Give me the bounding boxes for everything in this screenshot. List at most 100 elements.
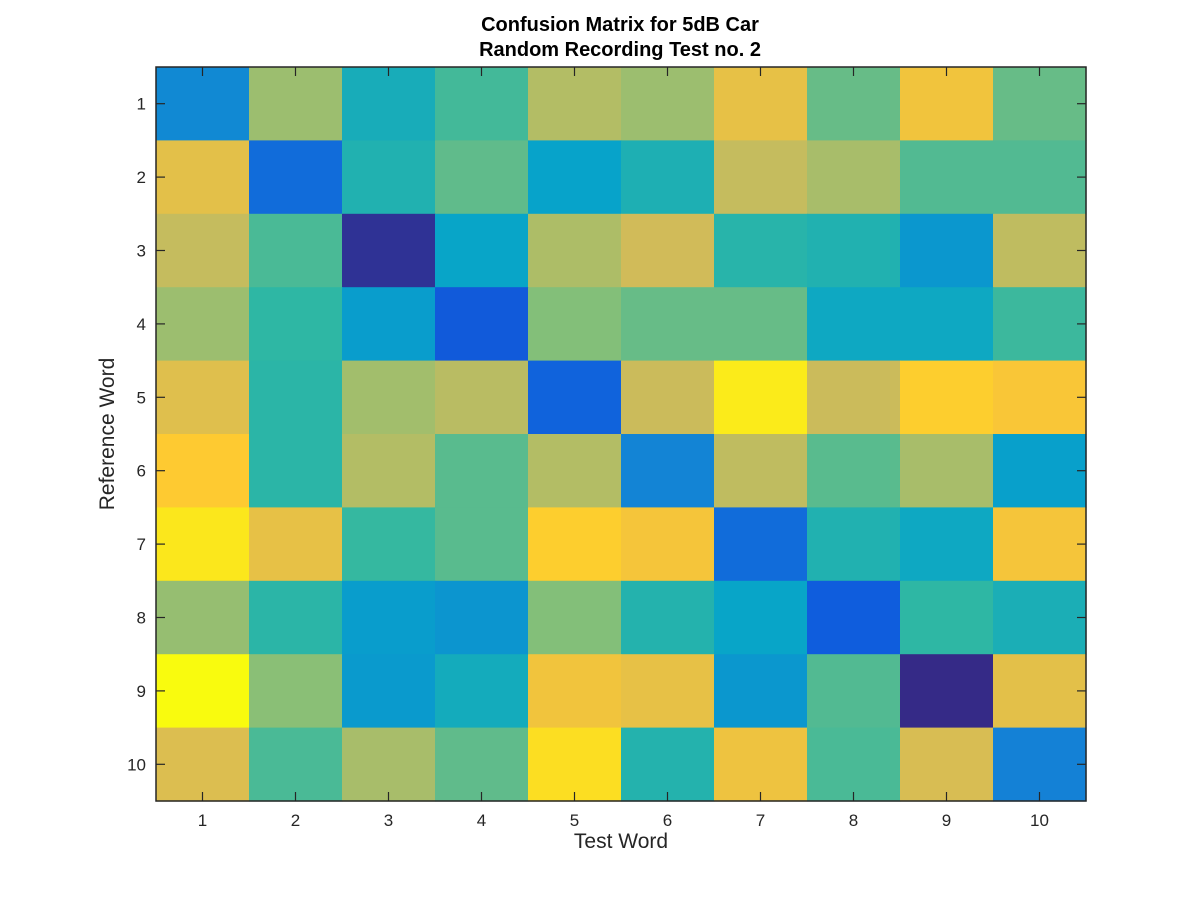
heatmap-cell-r3-c3: [342, 213, 436, 288]
heatmap-cell-r2-c10: [993, 140, 1087, 215]
x-tick-label-7: 7: [756, 811, 765, 830]
heatmap-cell-r1-c3: [342, 67, 436, 141]
heatmap-cell-r9-c10: [993, 654, 1087, 729]
heatmap-cell-r2-c1: [156, 140, 250, 215]
heatmap-cell-r1-c9: [900, 67, 994, 141]
heatmap-cell-r10-c8: [807, 727, 901, 802]
y-tick-label-6: 6: [137, 462, 146, 481]
x-tick-label-6: 6: [663, 811, 672, 830]
x-tick-label-10: 10: [1030, 811, 1049, 830]
heatmap-cell-r8-c1: [156, 580, 250, 655]
heatmap-cell-r5-c8: [807, 360, 901, 435]
heatmap-cell-r1-c4: [435, 67, 529, 141]
heatmap-cell-r2-c2: [249, 140, 343, 215]
heatmap-cell-r4-c1: [156, 287, 250, 362]
heatmap-cell-r10-c7: [714, 727, 808, 802]
heatmap-cell-r3-c8: [807, 213, 901, 288]
heatmap-cell-r6-c1: [156, 434, 250, 508]
heatmap-cell-r4-c9: [900, 287, 994, 362]
y-tick-label-2: 2: [137, 168, 146, 187]
heatmap-cell-r7-c4: [435, 507, 529, 582]
heatmap-cell-r7-c9: [900, 507, 994, 582]
heatmap-cell-r3-c6: [621, 213, 715, 288]
heatmap-cell-r2-c5: [528, 140, 622, 215]
heatmap-cell-r3-c1: [156, 213, 250, 288]
heatmap-cell-r7-c10: [993, 507, 1087, 582]
heatmap-cell-r1-c2: [249, 67, 343, 141]
heatmap-cell-r9-c5: [528, 654, 622, 729]
heatmap-cell-r6-c10: [993, 434, 1087, 508]
heatmap-cell-r8-c5: [528, 580, 622, 655]
heatmap-cell-r6-c5: [528, 434, 622, 508]
heatmap-cell-r8-c7: [714, 580, 808, 655]
y-tick-label-8: 8: [137, 609, 146, 628]
heatmap-cell-r4-c5: [528, 287, 622, 362]
heatmap-cell-r7-c8: [807, 507, 901, 582]
heatmap-cell-r7-c2: [249, 507, 343, 582]
heatmap-cell-r2-c9: [900, 140, 994, 215]
heatmap-cell-r1-c5: [528, 67, 622, 141]
heatmap-cell-r7-c1: [156, 507, 250, 582]
heatmap-cell-r6-c8: [807, 434, 901, 508]
heatmap-cell-r3-c4: [435, 213, 529, 288]
heatmap-cell-r4-c4: [435, 287, 529, 362]
y-tick-label-4: 4: [137, 315, 146, 334]
heatmap-cell-r4-c10: [993, 287, 1087, 362]
heatmap-cell-r10-c9: [900, 727, 994, 802]
y-tick-label-10: 10: [127, 755, 146, 774]
chart-title-line-1: Confusion Matrix for 5dB Car: [481, 14, 759, 36]
heatmap-cell-r7-c3: [342, 507, 436, 582]
heatmap-cell-r3-c10: [993, 213, 1087, 288]
heatmap-cell-r10-c3: [342, 727, 436, 802]
heatmap-cell-r10-c10: [993, 727, 1087, 802]
heatmap-cell-r4-c6: [621, 287, 715, 362]
y-tick-label-3: 3: [137, 242, 146, 261]
heatmap-cell-r5-c1: [156, 360, 250, 435]
heatmap-cell-r5-c9: [900, 360, 994, 435]
heatmap-cell-r4-c2: [249, 287, 343, 362]
heatmap-cell-r8-c3: [342, 580, 436, 655]
heatmap-cell-r9-c2: [249, 654, 343, 729]
heatmap-cell-r1-c1: [156, 67, 250, 141]
heatmap-cell-r9-c8: [807, 654, 901, 729]
heatmap-cell-r6-c2: [249, 434, 343, 508]
heatmap-cell-r10-c4: [435, 727, 529, 802]
heatmap-cell-r9-c9: [900, 654, 994, 729]
heatmap-cell-r4-c7: [714, 287, 808, 362]
chart-title-line-2: Random Recording Test no. 2: [479, 39, 761, 61]
y-tick-label-9: 9: [137, 682, 146, 701]
heatmap-cell-r4-c3: [342, 287, 436, 362]
heatmap-cell-r7-c7: [714, 507, 808, 582]
heatmap-cell-r4-c8: [807, 287, 901, 362]
heatmap-cell-r5-c3: [342, 360, 436, 435]
heatmap-cell-r5-c10: [993, 360, 1087, 435]
heatmap-cell-r2-c4: [435, 140, 529, 215]
x-tick-label-4: 4: [477, 811, 486, 830]
x-tick-label-8: 8: [849, 811, 858, 830]
heatmap-cell-r5-c2: [249, 360, 343, 435]
x-tick-label-5: 5: [570, 811, 579, 830]
heatmap-cell-r6-c3: [342, 434, 436, 508]
heatmap-cell-r6-c9: [900, 434, 994, 508]
x-tick-label-9: 9: [942, 811, 951, 830]
heatmap-cell-r8-c4: [435, 580, 529, 655]
heatmap-cell-r5-c7: [714, 360, 808, 435]
heatmap-cell-r8-c2: [249, 580, 343, 655]
heatmap-cell-r1-c10: [993, 67, 1087, 141]
heatmap-cell-r2-c7: [714, 140, 808, 215]
heatmap-cell-r9-c6: [621, 654, 715, 729]
heatmap-cell-r7-c6: [621, 507, 715, 582]
heatmap-cell-r9-c4: [435, 654, 529, 729]
x-tick-labels: 1 2 3 4 5 6 7 8 9 10: [198, 811, 1049, 830]
heatmap-cell-r1-c6: [621, 67, 715, 141]
heatmap-cell-r10-c6: [621, 727, 715, 802]
heatmap-cell-r8-c9: [900, 580, 994, 655]
y-axis-label: Reference Word: [96, 358, 119, 511]
heatmap-cell-r10-c1: [156, 727, 250, 802]
y-tick-label-1: 1: [137, 95, 146, 114]
x-tick-label-3: 3: [384, 811, 393, 830]
heatmap-cell-r7-c5: [528, 507, 622, 582]
heatmap-cell-r8-c6: [621, 580, 715, 655]
heatmap-cell-r3-c5: [528, 213, 622, 288]
